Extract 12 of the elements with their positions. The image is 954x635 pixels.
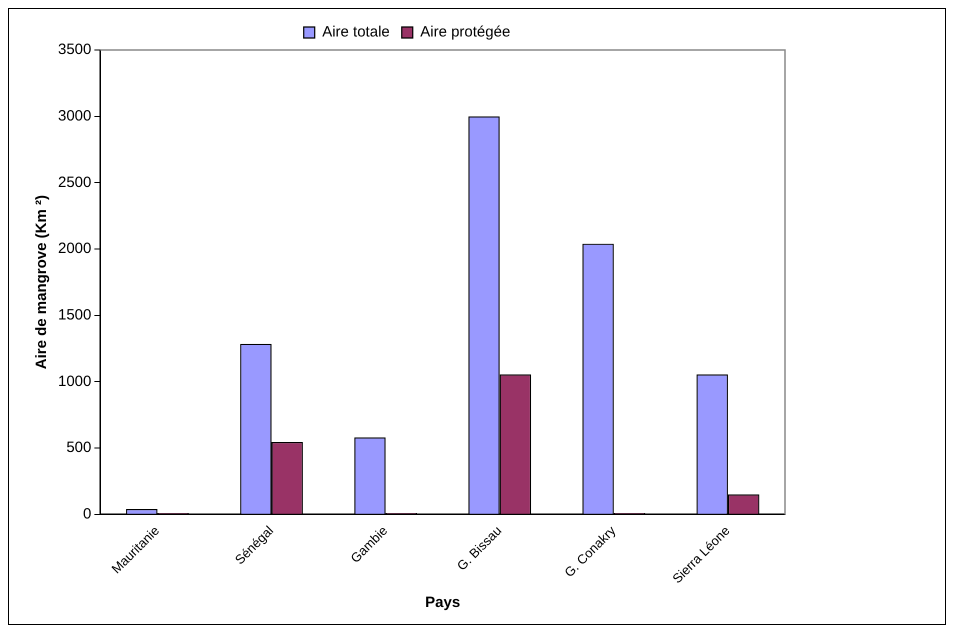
- legend-label: Aire totale: [322, 24, 390, 41]
- x-axis-title: Pays: [425, 594, 460, 612]
- y-tick-label: 3000: [58, 107, 92, 124]
- y-tick-label: 0: [83, 505, 92, 522]
- y-tick-label: 2500: [58, 174, 92, 191]
- y-tick-label: 3500: [58, 41, 92, 58]
- y-tick-label: 1000: [58, 372, 92, 390]
- y-tick-label: 1500: [58, 306, 92, 324]
- legend-label: Aire protégée: [420, 24, 510, 41]
- y-axis-title: Aire de mangrove (Km ²): [33, 195, 50, 370]
- y-tick-label: 2000: [58, 240, 92, 258]
- y-tick-label: 500: [66, 439, 92, 456]
